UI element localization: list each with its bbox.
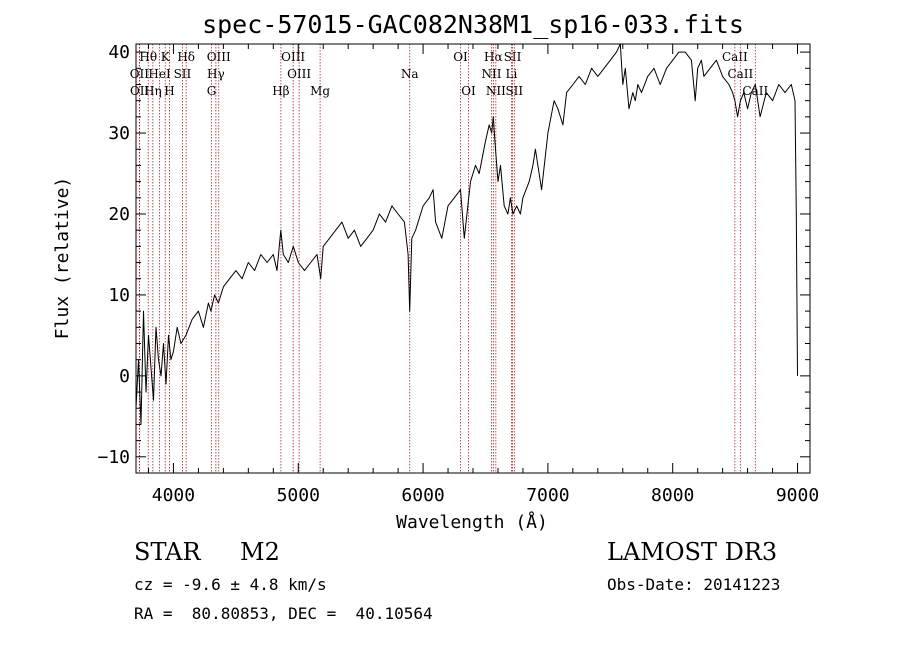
x-axis-label: Wavelength (Å) — [396, 511, 548, 533]
y-tick-label-5: 40 — [108, 42, 130, 63]
marker-label-2: Hδ — [177, 50, 195, 64]
y-tick-label-2: 10 — [108, 285, 130, 306]
marker-label-3: OIII — [207, 50, 231, 64]
x-axis: 4000 5000 6000 7000 8000 9000 — [148, 44, 819, 506]
marker-label-19: Hη — [144, 84, 162, 98]
marker-label-6: Hα — [484, 50, 503, 64]
x-tick-label-3: 7000 — [526, 485, 569, 506]
y-tick-label-3: 20 — [108, 204, 130, 225]
marker-label-14: Na — [401, 67, 419, 81]
marker-label-24: OI — [461, 84, 476, 98]
object-class: STAR — [134, 538, 201, 566]
chart-title: spec-57015-GAC082N38M1_sp16-033.fits — [202, 10, 744, 39]
marker-label-16: Li — [506, 67, 518, 81]
marker-label-15: NII — [481, 67, 501, 81]
marker-label-25: NII — [486, 84, 506, 98]
marker-label-12: Hγ — [207, 67, 225, 81]
marker-label-7: SII — [504, 50, 522, 64]
marker-label-8: CaII — [722, 50, 748, 64]
marker-label-20: H — [164, 84, 174, 98]
object-subclass: M2 — [240, 538, 280, 566]
marker-label-13: OIII — [287, 67, 311, 81]
y-tick-label-0: −10 — [97, 447, 130, 468]
x-tick-label-5: 9000 — [776, 485, 819, 506]
redshift-value: cz = -9.6 ± 4.8 km/s — [134, 575, 327, 594]
marker-label-4: OIII — [281, 50, 305, 64]
spectrum-series — [136, 44, 798, 424]
marker-label-23: Mg — [310, 84, 330, 98]
x-tick-label-4: 8000 — [651, 485, 694, 506]
y-axis: −10 0 10 20 30 40 — [97, 42, 810, 473]
marker-label-26: SII — [505, 84, 523, 98]
y-tick-label-1: 0 — [119, 366, 130, 387]
coordinates: RA = 80.80853, DEC = 40.10564 — [134, 604, 433, 623]
x-tick-label-2: 6000 — [401, 485, 444, 506]
plot-frame — [136, 44, 810, 473]
marker-label-5: OI — [453, 50, 468, 64]
obs-date: Obs-Date: 20141223 — [607, 575, 780, 594]
survey-name: LAMOST DR3 — [607, 538, 777, 566]
marker-label-22: Hβ — [272, 84, 289, 98]
y-axis-label: Flux (relative) — [52, 177, 73, 340]
x-tick-label-1: 5000 — [277, 485, 320, 506]
marker-label-11: SII — [174, 67, 192, 81]
x-tick-label-0: 4000 — [152, 485, 195, 506]
marker-label-17: CaII — [727, 67, 753, 81]
marker-label-21: G — [207, 84, 217, 98]
y-tick-label-4: 30 — [108, 123, 130, 144]
marker-label-10: HeI — [148, 67, 171, 81]
spectrum-line — [136, 44, 798, 424]
